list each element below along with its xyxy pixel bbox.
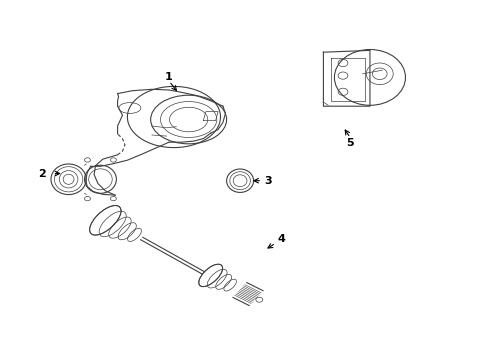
Text: 2: 2 <box>38 168 46 179</box>
Text: 4: 4 <box>278 234 286 244</box>
Text: 1: 1 <box>165 72 173 82</box>
Text: 5: 5 <box>346 138 354 148</box>
Text: 3: 3 <box>265 176 272 186</box>
